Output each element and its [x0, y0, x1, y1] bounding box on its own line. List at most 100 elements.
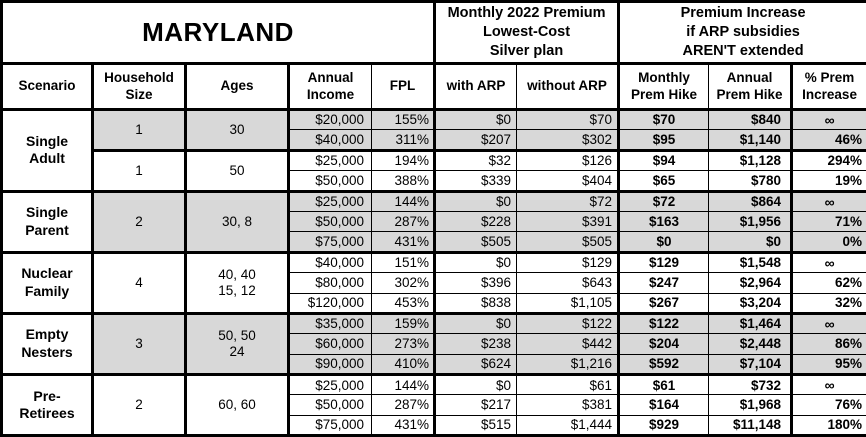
- annual-income-cell: $25,000: [289, 375, 372, 395]
- scenario-cell: Empty Nesters: [2, 313, 93, 374]
- monthly-prem-hike-cell: $163: [619, 211, 709, 231]
- annual-prem-hike-cell: $864: [709, 191, 792, 211]
- annual-income-cell: $40,000: [289, 130, 372, 150]
- with-arp-cell: $0: [435, 252, 517, 272]
- annual-prem-hike-cell: $1,140: [709, 130, 792, 150]
- annual-prem-hike-cell: $2,964: [709, 273, 792, 293]
- household-size-cell: 1: [93, 150, 186, 191]
- annual-prem-hike-cell: $1,968: [709, 395, 792, 415]
- annual-prem-hike-cell: $840: [709, 110, 792, 130]
- with-arp-cell: $32: [435, 150, 517, 170]
- without-arp-cell: $643: [517, 273, 619, 293]
- monthly-prem-hike-cell: $929: [619, 415, 709, 435]
- household-size-cell: 1: [93, 110, 186, 151]
- with-arp-cell: $838: [435, 293, 517, 313]
- monthly-prem-hike-cell: $592: [619, 354, 709, 374]
- without-arp-cell: $442: [517, 334, 619, 354]
- column-header-row: Scenario Household Size Ages Annual Inco…: [2, 64, 866, 110]
- col-header-scenario: Scenario: [2, 64, 93, 110]
- without-arp-cell: $122: [517, 313, 619, 333]
- pct-prem-increase-cell: ∞: [792, 191, 866, 211]
- annual-income-cell: $25,000: [289, 150, 372, 170]
- without-arp-cell: $70: [517, 110, 619, 130]
- fpl-cell: 311%: [372, 130, 435, 150]
- annual-income-cell: $50,000: [289, 171, 372, 191]
- monthly-prem-hike-cell: $70: [619, 110, 709, 130]
- pct-prem-increase-cell: 46%: [792, 130, 866, 150]
- col-header-ages: Ages: [186, 64, 289, 110]
- scenario-cell: Nuclear Family: [2, 252, 93, 313]
- fpl-cell: 388%: [372, 171, 435, 191]
- without-arp-cell: $129: [517, 252, 619, 272]
- fpl-cell: 287%: [372, 395, 435, 415]
- fpl-cell: 144%: [372, 191, 435, 211]
- with-arp-cell: $624: [435, 354, 517, 374]
- annual-prem-hike-cell: $3,204: [709, 293, 792, 313]
- annual-income-cell: $20,000: [289, 110, 372, 130]
- monthly-prem-hike-cell: $61: [619, 375, 709, 395]
- pct-prem-increase-cell: 0%: [792, 232, 866, 252]
- monthly-prem-hike-cell: $267: [619, 293, 709, 313]
- monthly-prem-hike-cell: $204: [619, 334, 709, 354]
- monthly-prem-hike-cell: $164: [619, 395, 709, 415]
- pct-prem-increase-cell: 180%: [792, 415, 866, 435]
- without-arp-cell: $302: [517, 130, 619, 150]
- annual-income-cell: $35,000: [289, 313, 372, 333]
- scenario-cell: Single Parent: [2, 191, 93, 252]
- pct-prem-increase-cell: 19%: [792, 171, 866, 191]
- annual-income-cell: $50,000: [289, 211, 372, 231]
- region-title: MARYLAND: [2, 2, 435, 64]
- pct-prem-increase-cell: ∞: [792, 313, 866, 333]
- monthly-prem-hike-cell: $247: [619, 273, 709, 293]
- annual-prem-hike-cell: $2,448: [709, 334, 792, 354]
- household-size-cell: 3: [93, 313, 186, 374]
- household-size-cell: 2: [93, 191, 186, 252]
- fpl-cell: 302%: [372, 273, 435, 293]
- pct-prem-increase-cell: 76%: [792, 395, 866, 415]
- pct-prem-increase-cell: 86%: [792, 334, 866, 354]
- fpl-cell: 287%: [372, 211, 435, 231]
- fpl-cell: 159%: [372, 313, 435, 333]
- annual-prem-hike-cell: $7,104: [709, 354, 792, 374]
- annual-income-cell: $75,000: [289, 232, 372, 252]
- col-header-monthly-prem-hike: Monthly Prem Hike: [619, 64, 709, 110]
- ages-cell: 50, 50 24: [186, 313, 289, 374]
- col-header-annual-prem-hike: Annual Prem Hike: [709, 64, 792, 110]
- pct-prem-increase-cell: 294%: [792, 150, 866, 170]
- annual-prem-hike-cell: $11,148: [709, 415, 792, 435]
- with-arp-cell: $207: [435, 130, 517, 150]
- annual-prem-hike-cell: $1,464: [709, 313, 792, 333]
- without-arp-cell: $381: [517, 395, 619, 415]
- annual-income-cell: $25,000: [289, 191, 372, 211]
- ages-cell: 30: [186, 110, 289, 151]
- pct-prem-increase-cell: ∞: [792, 252, 866, 272]
- annual-income-cell: $120,000: [289, 293, 372, 313]
- annual-prem-hike-cell: $732: [709, 375, 792, 395]
- annual-income-cell: $50,000: [289, 395, 372, 415]
- annual-income-cell: $75,000: [289, 415, 372, 435]
- without-arp-cell: $1,216: [517, 354, 619, 374]
- without-arp-cell: $1,444: [517, 415, 619, 435]
- without-arp-cell: $505: [517, 232, 619, 252]
- ages-cell: 50: [186, 150, 289, 191]
- col-header-annual-income: Annual Income: [289, 64, 372, 110]
- fpl-cell: 194%: [372, 150, 435, 170]
- col-header-without-arp: without ARP: [517, 64, 619, 110]
- fpl-cell: 155%: [372, 110, 435, 130]
- top-header-row: MARYLAND Monthly 2022 Premium Lowest-Cos…: [2, 2, 866, 64]
- pct-prem-increase-cell: 71%: [792, 211, 866, 231]
- annual-income-cell: $40,000: [289, 252, 372, 272]
- ages-cell: 30, 8: [186, 191, 289, 252]
- annual-prem-hike-cell: $1,956: [709, 211, 792, 231]
- with-arp-cell: $505: [435, 232, 517, 252]
- col-header-with-arp: with ARP: [435, 64, 517, 110]
- premium-section-header: Monthly 2022 Premium Lowest-Cost Silver …: [435, 2, 619, 64]
